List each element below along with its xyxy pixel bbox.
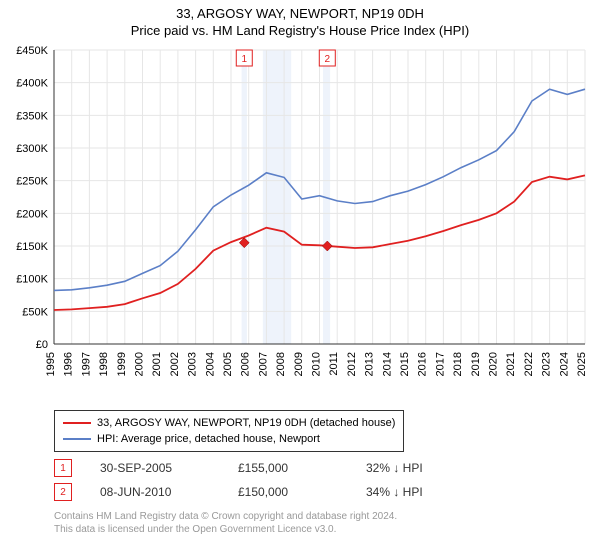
svg-text:2008: 2008 bbox=[275, 352, 287, 376]
svg-text:£150K: £150K bbox=[16, 241, 48, 253]
footer-line1: Contains HM Land Registry data © Crown c… bbox=[54, 510, 397, 523]
footer-line2: This data is licensed under the Open Gov… bbox=[54, 523, 397, 536]
svg-text:2012: 2012 bbox=[346, 352, 358, 376]
svg-text:2013: 2013 bbox=[364, 352, 376, 376]
svg-text:2000: 2000 bbox=[134, 352, 146, 376]
transaction-price: £155,000 bbox=[238, 461, 338, 475]
svg-text:£300K: £300K bbox=[16, 143, 48, 155]
legend-label-hpi: HPI: Average price, detached house, Newp… bbox=[97, 431, 320, 447]
svg-text:2007: 2007 bbox=[257, 352, 269, 376]
svg-text:2020: 2020 bbox=[488, 352, 500, 376]
transaction-badge-1: 1 bbox=[54, 459, 72, 477]
svg-text:2015: 2015 bbox=[399, 352, 411, 376]
svg-text:2004: 2004 bbox=[204, 352, 216, 376]
svg-text:2002: 2002 bbox=[169, 352, 181, 376]
chart-title-line2: Price paid vs. HM Land Registry's House … bbox=[0, 23, 600, 38]
svg-text:2019: 2019 bbox=[470, 352, 482, 376]
svg-text:£50K: £50K bbox=[22, 306, 48, 318]
svg-text:2010: 2010 bbox=[311, 352, 323, 376]
transaction-price: £150,000 bbox=[238, 485, 338, 499]
svg-text:2021: 2021 bbox=[505, 352, 517, 376]
table-row: 2 08-JUN-2010 £150,000 34% ↓ HPI bbox=[54, 480, 423, 504]
svg-text:2009: 2009 bbox=[293, 352, 305, 376]
svg-text:2025: 2025 bbox=[576, 352, 588, 376]
svg-text:£0: £0 bbox=[36, 339, 48, 351]
svg-text:2022: 2022 bbox=[523, 352, 535, 376]
svg-text:£200K: £200K bbox=[16, 208, 48, 220]
svg-text:£100K: £100K bbox=[16, 274, 48, 286]
svg-text:2024: 2024 bbox=[558, 352, 570, 376]
legend-item-hpi: HPI: Average price, detached house, Newp… bbox=[63, 431, 395, 447]
svg-text:1996: 1996 bbox=[63, 352, 75, 376]
svg-text:2014: 2014 bbox=[381, 352, 393, 376]
svg-text:2016: 2016 bbox=[417, 352, 429, 376]
transaction-delta: 34% ↓ HPI bbox=[366, 485, 423, 499]
svg-text:2005: 2005 bbox=[222, 352, 234, 376]
transaction-date: 30-SEP-2005 bbox=[100, 461, 210, 475]
transaction-delta: 32% ↓ HPI bbox=[366, 461, 423, 475]
svg-text:1997: 1997 bbox=[80, 352, 92, 376]
legend: 33, ARGOSY WAY, NEWPORT, NP19 0DH (detac… bbox=[54, 410, 404, 452]
svg-text:2018: 2018 bbox=[452, 352, 464, 376]
svg-text:1995: 1995 bbox=[45, 352, 57, 376]
price-chart: £0 £50K £100K £150K £200K £250K £300K £350K £400… bbox=[0, 44, 600, 404]
svg-text:2001: 2001 bbox=[151, 352, 163, 376]
legend-swatch-hpi bbox=[63, 438, 91, 440]
svg-text:1998: 1998 bbox=[98, 352, 110, 376]
svg-text:2006: 2006 bbox=[240, 352, 252, 376]
svg-text:1: 1 bbox=[241, 54, 247, 65]
svg-text:2: 2 bbox=[325, 54, 331, 65]
svg-text:£250K: £250K bbox=[16, 176, 48, 188]
transaction-badge-2: 2 bbox=[54, 483, 72, 501]
svg-text:1999: 1999 bbox=[116, 352, 128, 376]
svg-text:2003: 2003 bbox=[187, 352, 199, 376]
footer-attribution: Contains HM Land Registry data © Crown c… bbox=[54, 510, 397, 536]
svg-text:2017: 2017 bbox=[434, 352, 446, 376]
svg-text:2023: 2023 bbox=[541, 352, 553, 376]
svg-text:£400K: £400K bbox=[16, 78, 48, 90]
legend-label-property: 33, ARGOSY WAY, NEWPORT, NP19 0DH (detac… bbox=[97, 415, 395, 431]
svg-text:£350K: £350K bbox=[16, 110, 48, 122]
legend-swatch-property bbox=[63, 422, 91, 424]
legend-item-property: 33, ARGOSY WAY, NEWPORT, NP19 0DH (detac… bbox=[63, 415, 395, 431]
transaction-date: 08-JUN-2010 bbox=[100, 485, 210, 499]
svg-text:£450K: £450K bbox=[16, 45, 48, 57]
svg-text:2011: 2011 bbox=[328, 352, 340, 376]
chart-title-line1: 33, ARGOSY WAY, NEWPORT, NP19 0DH bbox=[0, 6, 600, 21]
table-row: 1 30-SEP-2005 £155,000 32% ↓ HPI bbox=[54, 456, 423, 480]
transactions-table: 1 30-SEP-2005 £155,000 32% ↓ HPI 2 08-JU… bbox=[54, 456, 423, 504]
